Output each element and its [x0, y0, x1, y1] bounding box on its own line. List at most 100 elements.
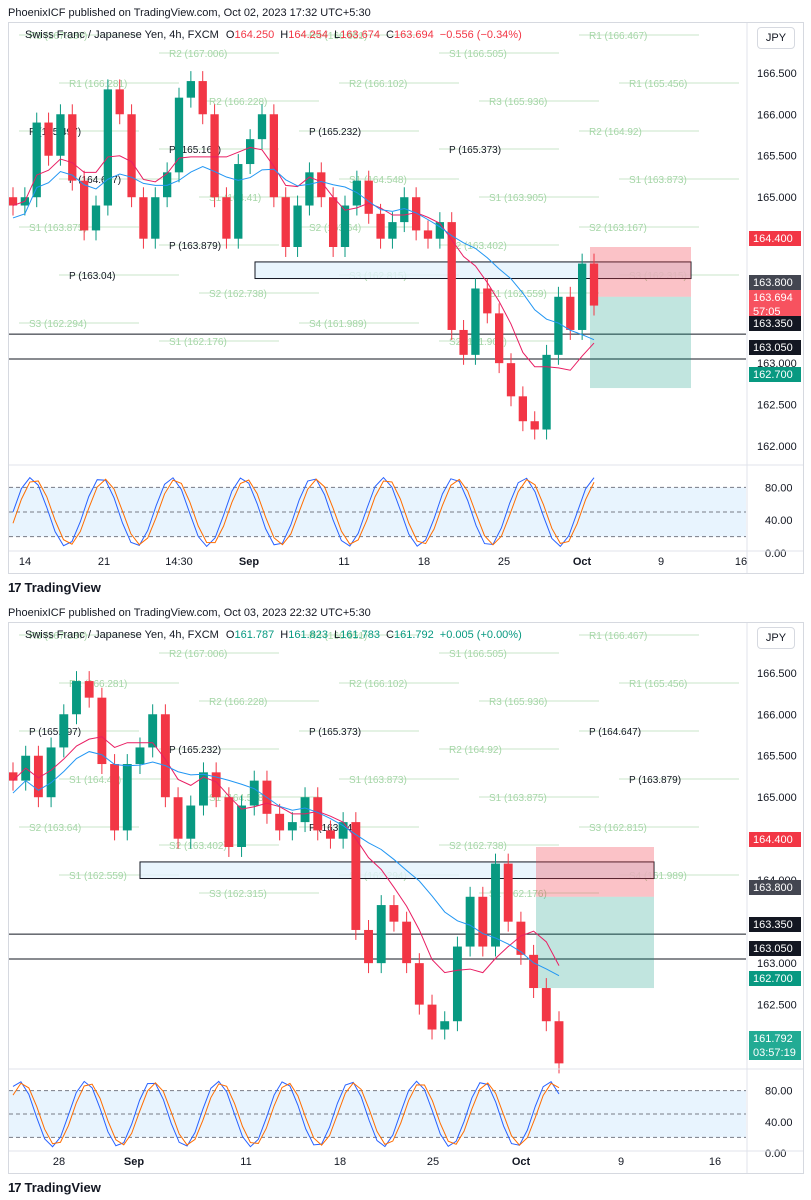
candle-body: [293, 205, 302, 247]
candle-body: [103, 89, 113, 206]
stop-loss-zone: [590, 247, 691, 297]
candle-body: [542, 354, 551, 430]
pivot-label: R2 (166.102): [349, 79, 407, 90]
price-tag-label: 162.700: [753, 973, 793, 985]
candle-body: [97, 697, 107, 765]
change-value: −0.556 (−0.34%): [439, 29, 522, 41]
pivot-label: S2 (163.402): [449, 241, 507, 252]
price-axis-label: 162.500: [757, 400, 797, 412]
pivot-label: P (163.04): [69, 271, 116, 282]
candle-body: [234, 164, 243, 239]
candle-body: [471, 288, 480, 355]
time-axis-label: 16: [735, 556, 747, 568]
candle-body: [516, 921, 526, 955]
candle-body: [506, 363, 516, 397]
candle-body: [210, 114, 219, 198]
candle-body: [577, 263, 587, 330]
pivot-label: S1 (162.176): [169, 337, 227, 348]
candle-body: [44, 122, 53, 156]
take-profit-zone: [590, 296, 691, 389]
pivot-label: S1 (163.875): [29, 223, 87, 234]
high-value: 164.254: [288, 29, 328, 41]
candle-body: [541, 988, 551, 1022]
price-tag: [749, 304, 801, 319]
candle-body: [427, 1004, 437, 1030]
price-tag: [749, 941, 801, 956]
pivot-label: R2 (166.228): [209, 697, 267, 708]
price-tag: [749, 290, 801, 305]
candle-body: [503, 863, 513, 922]
candle-body: [245, 139, 255, 165]
price-axis-label: 166.500: [757, 68, 797, 80]
tradingview-logo-icon: 17: [8, 1180, 22, 1195]
candle-body: [46, 747, 56, 798]
pivot-label: S1 (164.548): [349, 175, 407, 186]
candle-body: [198, 81, 207, 115]
candle-body: [162, 172, 172, 198]
chart-panel-1: PhoenixICF published on TradingView.com,…: [8, 7, 804, 595]
time-axis-label: 18: [418, 556, 430, 568]
candle-body: [151, 197, 160, 239]
pivot-label: R2 (164.92): [449, 745, 502, 756]
candlestick-chart[interactable]: R3 (167.037) R2 (167.006) R4 (166.951) S1 (…: [9, 23, 803, 573]
chart-frame: R3 (167.037) R2 (167.006) R4 (166.951) S1 (…: [8, 22, 804, 574]
low-value: 163.674: [340, 29, 380, 41]
price-tag-label: 163.050: [753, 342, 793, 354]
currency-button[interactable]: JPY: [757, 27, 795, 49]
price-tag: [749, 1031, 801, 1046]
candle-body: [186, 81, 196, 98]
candle-body: [351, 822, 361, 930]
pivot-label: R2 (166.102): [349, 679, 407, 690]
stochastic-d-line: [12, 1082, 560, 1146]
take-profit-zone: [536, 896, 654, 989]
pivot-label: P (165.164): [169, 145, 221, 156]
candle-body: [287, 822, 297, 831]
candle-body: [423, 230, 433, 239]
moving-average-line: [12, 146, 595, 371]
candle-body: [91, 205, 101, 231]
chart-panel-2: PhoenixICF published on TradingView.com,…: [0, 600, 811, 1200]
low-value: 161.783: [340, 629, 380, 641]
candle-body: [389, 905, 399, 922]
time-axis-label: 21: [98, 556, 110, 568]
candle-body: [68, 114, 77, 181]
candle-body: [483, 288, 492, 314]
candle-body: [84, 681, 94, 698]
pivot-label: S1 (166.505): [449, 649, 507, 660]
pivot-label: R3 (167.037): [29, 31, 87, 42]
time-axis-label: 16: [709, 1156, 721, 1168]
pivot-label: R3 (167.037): [29, 631, 87, 642]
chart-background: [9, 623, 803, 1173]
price-axis-label: 165.500: [757, 751, 797, 763]
high-value: 161.823: [288, 629, 328, 641]
pivot-label: P (165.373): [449, 145, 501, 156]
candle-body: [478, 896, 488, 947]
candle-body: [325, 830, 335, 839]
price-tag-label: 163.050: [753, 943, 793, 955]
candle-body: [300, 797, 310, 823]
close-value: 163.694: [393, 29, 434, 41]
pivot-label: S1 (163.905): [489, 193, 547, 204]
candle-body: [281, 197, 290, 247]
candle-body: [388, 222, 397, 239]
pivot-label: R4 (166.951): [309, 31, 367, 42]
pivot-label: P (163.879): [629, 775, 681, 786]
price-axis-label: 165.000: [757, 192, 797, 204]
pivot-label: S1 (164.41): [69, 775, 121, 786]
time-axis-label: 14: [19, 556, 31, 568]
tradingview-logo-icon: 17: [8, 580, 22, 595]
candle-body: [491, 863, 500, 947]
price-axis-label: 165.000: [757, 792, 797, 804]
candle-body: [199, 772, 208, 806]
currency-button[interactable]: JPY: [757, 627, 795, 649]
candlestick-chart[interactable]: R3 (167.037) R2 (167.006) R4 (166.951) S1 (…: [9, 623, 803, 1173]
oscillator-axis-label: 80.00: [765, 1086, 793, 1098]
price-tag: [749, 231, 801, 246]
time-axis-label: 9: [618, 1156, 624, 1168]
price-tag: [749, 1045, 801, 1060]
pivot-label: P (165.497): [29, 127, 81, 138]
pivot-label: P (163.04): [309, 823, 356, 834]
moving-average-line: [12, 751, 560, 977]
pivot-label: P (165.232): [309, 127, 361, 138]
pivot-label: R2 (167.006): [169, 649, 227, 660]
